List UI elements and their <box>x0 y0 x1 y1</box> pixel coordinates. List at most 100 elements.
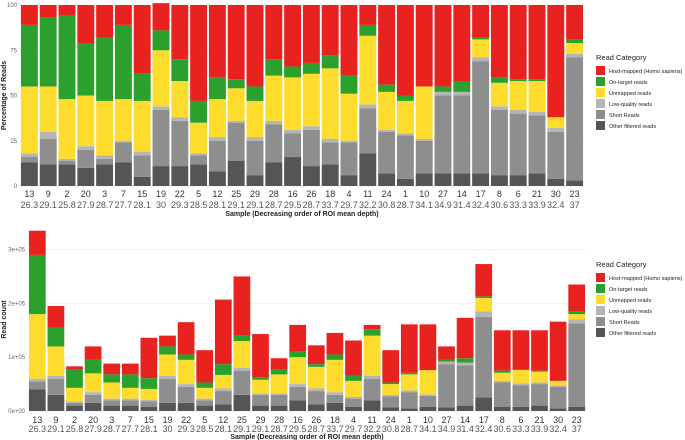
bar-segment-host <box>227 5 245 80</box>
bar-segment-short <box>208 140 226 172</box>
bar-segment-host <box>233 276 251 336</box>
bar-segment-ontarget <box>531 370 548 372</box>
bar-segment-short <box>152 109 170 167</box>
x-depth-label: 29.1 <box>227 200 245 210</box>
bar-segment-short <box>171 120 189 167</box>
bar-segment-ontarget <box>289 351 307 358</box>
bar-segment-unmapped <box>566 43 584 54</box>
bar-segment-unmapped <box>472 39 490 58</box>
x-depth-label: 29.1 <box>47 424 65 434</box>
bar-segment-other <box>326 402 344 411</box>
bar-segment-lowq <box>171 117 189 121</box>
plot-background <box>28 228 586 411</box>
bar-segment-other <box>28 389 46 411</box>
bar-segment-ontarget <box>382 382 400 385</box>
legend-title: Read Category <box>596 53 647 62</box>
x-depth-label: 33.3 <box>509 200 527 210</box>
x-depth-label: 30 <box>156 200 166 210</box>
bar-segment-host <box>284 5 302 67</box>
y-tick-label: 50 <box>10 94 17 100</box>
y-tick-label: 2e+05 <box>8 301 26 307</box>
x-category-label: 6 <box>518 415 523 425</box>
bar-segment-host <box>196 350 214 383</box>
x-category-label: 5 <box>196 189 201 199</box>
bar-segment-short <box>307 391 325 405</box>
bar-segment-short <box>340 142 358 176</box>
bar-segment-ontarget <box>472 37 490 40</box>
bar-segment-unmapped <box>302 73 320 127</box>
bar-segment-unmapped <box>270 374 288 394</box>
bar-segment-ontarget <box>177 354 195 360</box>
x-category-label: 23 <box>570 189 580 199</box>
bar-segment-lowq <box>321 138 339 143</box>
x-category-label: 7 <box>128 415 133 425</box>
bar-segment-lowq <box>252 393 269 395</box>
x-depth-label: 31.4 <box>456 424 474 434</box>
bar-segment-host <box>321 5 339 56</box>
bar-segment-ontarget <box>378 84 396 92</box>
bar-segment-unmapped <box>568 314 586 320</box>
bar-segment-other <box>302 166 320 186</box>
x-category-label: 19 <box>162 415 172 425</box>
legend: Read Category Host-mapped (Homo sapiens) O… <box>596 260 683 337</box>
bar-segment-host <box>434 5 452 87</box>
bar-segment-lowq <box>378 129 396 132</box>
bar-segment-lowq <box>307 388 325 392</box>
bar-segment-unmapped <box>121 387 139 399</box>
x-category-label: 1 <box>407 415 412 425</box>
bar-segment-unmapped <box>490 82 508 107</box>
bar-segment-other <box>39 164 57 186</box>
bar-segment-other <box>133 176 151 186</box>
bar-segment-short <box>493 382 511 407</box>
bar-segment-other <box>121 405 139 411</box>
bar-segment-lowq <box>326 392 344 395</box>
x-depth-label: 28.7 <box>401 424 419 434</box>
bar-segment-short <box>378 131 396 174</box>
bar-segment-host <box>121 363 139 375</box>
x-depth-label: 29.5 <box>289 424 307 434</box>
bar-segment-ontarget <box>227 79 245 89</box>
bar-segment-host <box>84 346 102 360</box>
bar-segment-unmapped <box>400 374 418 391</box>
legend-swatch-unmapped <box>596 88 605 97</box>
legend-label-short: Short Reads <box>609 320 640 326</box>
bar-segment-unmapped <box>252 379 269 394</box>
bar-segment-unmapped <box>419 370 437 395</box>
bar-segment-short <box>227 122 245 161</box>
bar-segment-unmapped <box>528 81 546 112</box>
bar-segment-ontarget <box>190 100 208 123</box>
x-depth-label: 32.2 <box>363 424 381 434</box>
x-depth-label: 27.7 <box>115 200 133 210</box>
x-depth-label: 34.9 <box>434 200 452 210</box>
bar-segment-unmapped <box>475 297 493 312</box>
bar-segment-unmapped <box>531 371 548 383</box>
x-category-label: 18 <box>325 189 335 199</box>
x-category-label: 14 <box>457 189 467 199</box>
legend-swatch-ontarget <box>596 284 605 293</box>
bar-segment-host <box>140 337 158 379</box>
x-depth-label: 30.8 <box>382 424 400 434</box>
bar-segment-lowq <box>47 376 65 379</box>
bar-segment-short <box>84 394 102 403</box>
bar-segment-other <box>307 404 325 411</box>
bar-segment-lowq <box>547 128 565 132</box>
bar-segment-ontarget <box>302 62 320 74</box>
bar-segment-unmapped <box>345 380 362 398</box>
legend-swatch-lowq <box>596 306 605 315</box>
bar-segment-other <box>171 166 189 186</box>
bar-segment-lowq <box>396 133 414 136</box>
y-tick-label: 1e+05 <box>8 355 26 361</box>
bar-segment-ontarget <box>509 79 527 82</box>
bar-segment-host <box>171 5 189 60</box>
bar-segment-ontarget <box>340 75 358 94</box>
x-depth-label: 28.1 <box>140 424 158 434</box>
bar-segment-lowq <box>159 376 176 379</box>
x-category-label: 26 <box>311 415 321 425</box>
bar-segment-other <box>208 171 226 186</box>
bar-segment-lowq <box>419 394 437 396</box>
bar-segment-host <box>47 306 65 328</box>
bar-segment-unmapped <box>208 99 226 138</box>
bar-segment-short <box>28 381 46 390</box>
bar-segment-unmapped <box>493 372 511 381</box>
x-category-label: 17 <box>476 189 486 199</box>
